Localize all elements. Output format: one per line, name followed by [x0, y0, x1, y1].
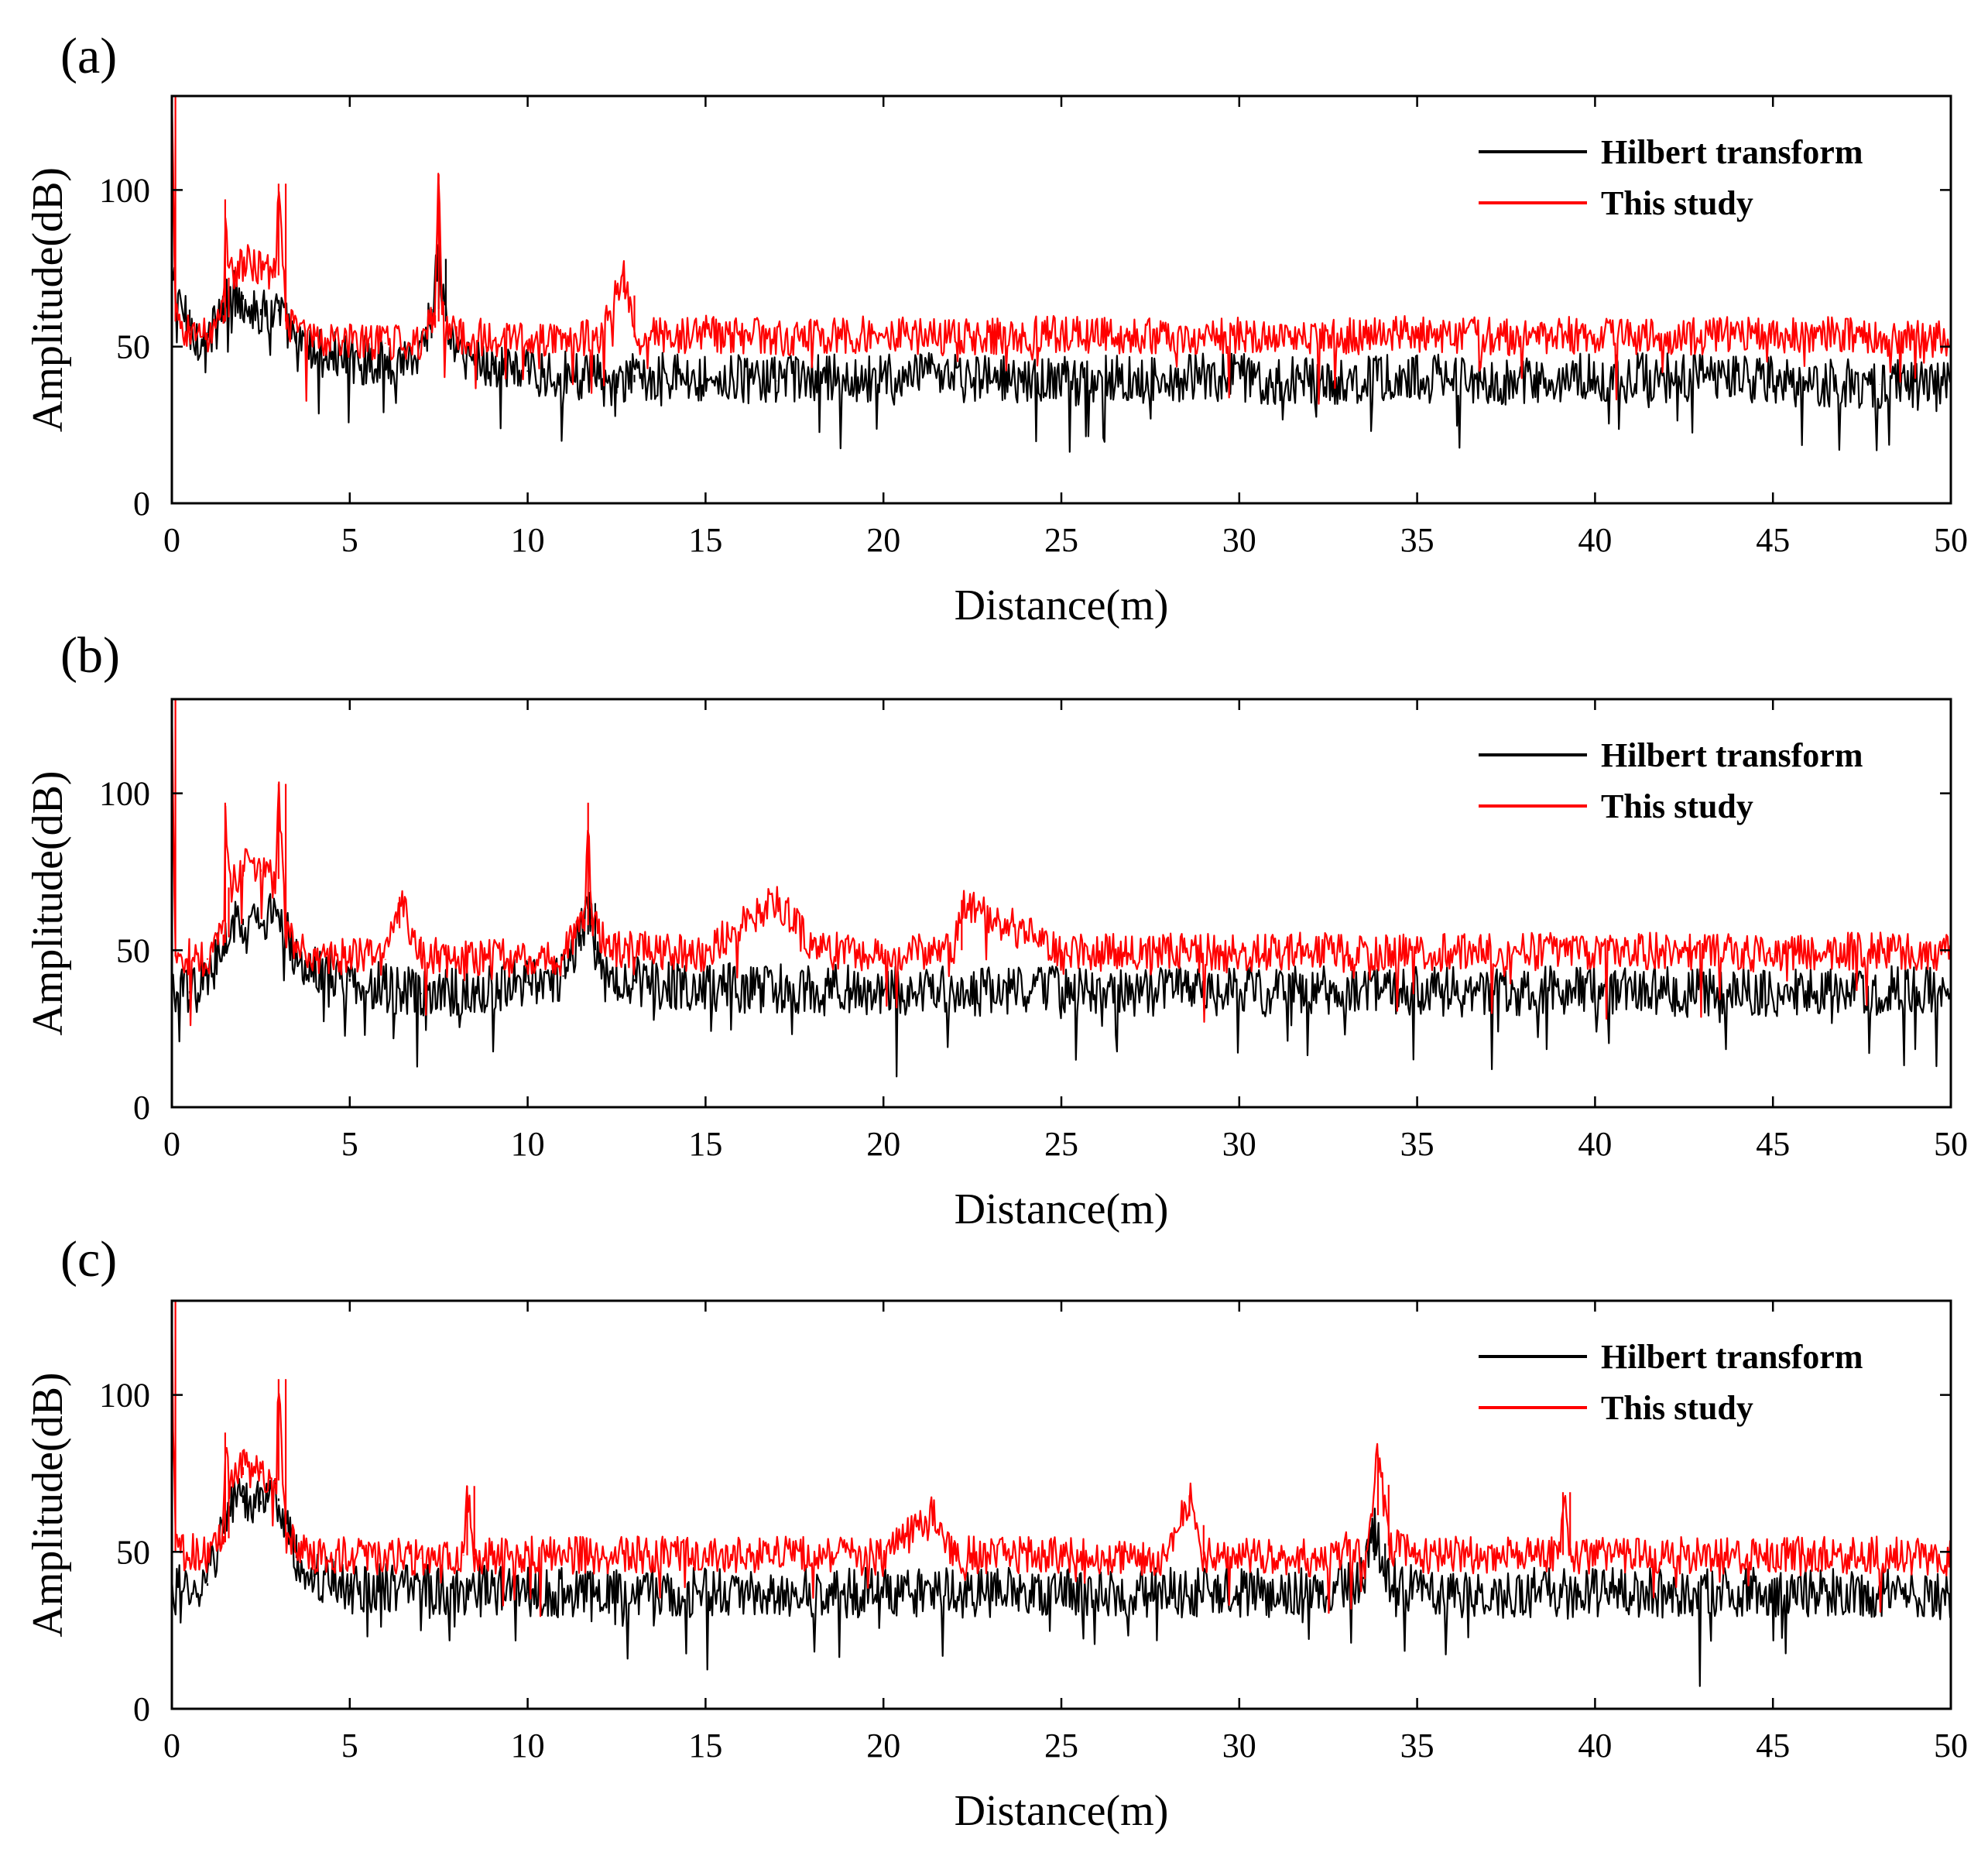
- x-tick-label: 10: [511, 1727, 545, 1765]
- x-tick-label: 20: [866, 521, 900, 559]
- x-tick-label: 5: [341, 1125, 358, 1163]
- y-axis-label: Amplitude(dB): [24, 1372, 72, 1637]
- y-tick-label: 50: [116, 931, 150, 969]
- x-tick-label: 10: [511, 521, 545, 559]
- x-tick-label: 40: [1578, 1727, 1612, 1765]
- legend-label-this-study: This study: [1601, 184, 1753, 222]
- x-tick-label: 30: [1222, 521, 1256, 559]
- x-tick-label: 35: [1400, 1727, 1434, 1765]
- x-tick-label: 10: [511, 1125, 545, 1163]
- x-tick-label: 25: [1044, 1727, 1078, 1765]
- x-tick-label: 50: [1934, 1727, 1968, 1765]
- x-axis-label: Distance(m): [955, 1787, 1169, 1835]
- legend-label-hilbert-transform: Hilbert transform: [1601, 133, 1863, 171]
- legend-label-this-study: This study: [1601, 1389, 1753, 1427]
- x-tick-label: 45: [1756, 1125, 1790, 1163]
- x-axis-label: Distance(m): [955, 581, 1169, 629]
- x-tick-label: 15: [688, 1727, 722, 1765]
- legend-label-hilbert-transform: Hilbert transform: [1601, 1338, 1863, 1376]
- x-tick-label: 20: [866, 1727, 900, 1765]
- x-tick-label: 50: [1934, 1125, 1968, 1163]
- chart-panel-3: (c) 0 5 10 15 20 25 30 35 40 45 50 0 50 100 Distance(m)…: [24, 1231, 1968, 1835]
- chart-panel-2: (b) 0 5 10 15 20 25 30 35 40 45 50 0 50 100 Distance(m)…: [24, 627, 1968, 1233]
- panel-label: (a): [60, 28, 117, 84]
- x-axis-label: Distance(m): [955, 1185, 1169, 1233]
- y-axis-label: Amplitude(dB): [24, 167, 72, 432]
- x-tick-label: 15: [688, 1125, 722, 1163]
- series-line-this-study: [172, 96, 1951, 405]
- y-tick-label: 0: [133, 1089, 150, 1127]
- series-line-this-study: [172, 699, 1951, 1027]
- y-axis-label: Amplitude(dB): [24, 770, 72, 1035]
- x-tick-label: 25: [1044, 1125, 1078, 1163]
- x-tick-label: 15: [688, 521, 722, 559]
- legend-label-hilbert-transform: Hilbert transform: [1601, 736, 1863, 774]
- y-tick-label: 0: [133, 485, 150, 523]
- chart-panel-1: (a) 0 5 10 15 20 25 30 35 40 45 50 0 50 100 Distance(m)…: [24, 28, 1968, 629]
- y-tick-label: 0: [133, 1690, 150, 1728]
- y-tick-label: 100: [99, 171, 150, 209]
- x-tick-label: 50: [1934, 521, 1968, 559]
- x-tick-label: 0: [163, 1727, 180, 1765]
- x-tick-label: 40: [1578, 1125, 1612, 1163]
- panel-label: (c): [60, 1231, 117, 1288]
- x-tick-label: 5: [341, 521, 358, 559]
- x-tick-label: 30: [1222, 1125, 1256, 1163]
- x-tick-label: 5: [341, 1727, 358, 1765]
- x-tick-label: 0: [163, 521, 180, 559]
- y-tick-label: 50: [116, 1533, 150, 1571]
- x-tick-label: 35: [1400, 1125, 1434, 1163]
- y-tick-label: 100: [99, 775, 150, 813]
- y-tick-label: 50: [116, 328, 150, 366]
- y-tick-label: 100: [99, 1377, 150, 1415]
- legend-label-this-study: This study: [1601, 787, 1753, 825]
- x-tick-label: 40: [1578, 521, 1612, 559]
- x-tick-label: 45: [1756, 1727, 1790, 1765]
- x-tick-label: 20: [866, 1125, 900, 1163]
- x-tick-label: 35: [1400, 521, 1434, 559]
- panel-label: (b): [60, 627, 120, 684]
- x-tick-label: 30: [1222, 1727, 1256, 1765]
- x-tick-label: 45: [1756, 521, 1790, 559]
- x-tick-label: 0: [163, 1125, 180, 1163]
- x-tick-label: 25: [1044, 521, 1078, 559]
